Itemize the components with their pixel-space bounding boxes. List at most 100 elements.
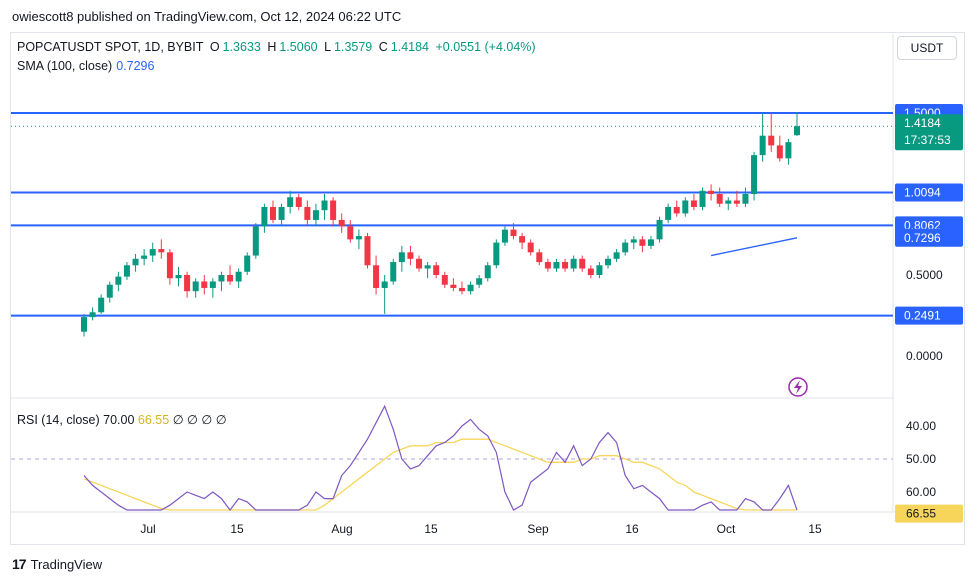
candle-body-78: [751, 155, 758, 194]
price-tag-label-5: 0.2491: [904, 309, 941, 323]
candle-body-63: [622, 242, 629, 253]
price-tag-bg-2: [895, 183, 963, 202]
candle-body-54: [544, 262, 551, 269]
candle-body-25: [295, 197, 302, 207]
tv-brand-label: TradingView: [30, 556, 103, 572]
candle-body-66: [647, 239, 654, 246]
rsi-tag-bg: [895, 504, 963, 523]
candle-body-23: [278, 206, 285, 220]
price-tag-bg-1: [895, 114, 963, 151]
candle-body-51: [519, 236, 526, 243]
x-tick-label-7: 15: [808, 522, 822, 536]
candle-body-16: [218, 275, 225, 282]
rsi-axis-label-2: 50.00: [906, 452, 936, 466]
rsi-value-1: 70.00: [103, 413, 135, 427]
candle-body-82: [785, 142, 792, 159]
alert-bolt-icon: [794, 380, 802, 394]
price-axis-label-2: 0.0000: [906, 349, 943, 363]
price-tag-label-4: 0.7296: [904, 231, 941, 245]
tradingview-logo[interactable]: 17 TradingView: [12, 556, 102, 572]
candle-body-64: [630, 239, 637, 243]
sma-line: [710, 237, 798, 257]
high-value: 1.5060: [279, 40, 318, 54]
tv-logo-icon: 17: [12, 556, 27, 572]
candle-body-73: [708, 190, 715, 194]
candle-body-49: [501, 229, 508, 243]
low-value: 1.3579: [334, 40, 373, 54]
sma-label: SMA (100, close): [17, 59, 113, 73]
currency-button[interactable]: USDT: [897, 36, 957, 60]
x-tick-label-5: 16: [625, 522, 639, 536]
candle-body-13: [192, 281, 199, 292]
price-tag-sub-1: 17:37:53: [904, 133, 951, 147]
candle-body-72: [699, 190, 706, 207]
candle-body-61: [605, 258, 612, 266]
candle-body-71: [690, 200, 697, 207]
candle-body-62: [613, 252, 620, 259]
candle-body-52: [527, 242, 534, 253]
candle-body-27: [312, 210, 319, 220]
price-tag-bg-5: [895, 306, 963, 325]
x-tick-label-1: 15: [230, 522, 244, 536]
candle-body-29: [330, 200, 337, 220]
candle-body-24: [287, 197, 294, 207]
price-tag-bg-4: [895, 228, 963, 247]
candle-body-31: [347, 226, 354, 240]
candle-body-81: [776, 145, 783, 159]
candle-body-32: [355, 236, 362, 240]
rsi-tag-label: 66.55: [906, 507, 936, 521]
candle-body-26: [304, 206, 311, 220]
candle-body-4: [115, 276, 122, 285]
symbol-legend: POPCATUSDT SPOT, 1D, BYBIT O 1.3633 H 1.50…: [17, 40, 539, 54]
rsi-legend[interactable]: RSI (14, close) 70.00 66.55 ∅ ∅ ∅ ∅: [17, 412, 227, 427]
sma-legend[interactable]: SMA (100, close) 0.7296: [17, 59, 154, 73]
candle-body-68: [665, 206, 672, 220]
x-tick-label-4: Sep: [527, 522, 549, 536]
candle-body-28: [321, 200, 328, 211]
symbol-name[interactable]: POPCATUSDT SPOT, 1D, BYBIT: [17, 40, 204, 54]
candle-body-75: [725, 200, 732, 204]
close-value: 1.4184: [390, 40, 430, 54]
change-value: +0.0551 (+4.04%): [435, 40, 536, 54]
x-tick-label-0: Jul: [140, 522, 155, 536]
candle-body-8: [149, 249, 156, 256]
candle-body-60: [596, 265, 603, 275]
chart-frame[interactable]: [10, 32, 965, 545]
rsi-ma-line: [83, 438, 797, 511]
candle-body-39: [416, 258, 423, 269]
candle-body-58: [579, 258, 586, 269]
close-label: C: [378, 40, 388, 54]
candle-body-35: [381, 281, 388, 288]
candle-body-56: [562, 262, 569, 269]
candle-body-67: [656, 219, 663, 240]
candle-body-10: [166, 252, 173, 279]
candle-body-69: [673, 206, 680, 214]
candle-body-33: [364, 236, 371, 266]
sma-value: 0.7296: [116, 59, 155, 73]
candle-body-34: [373, 265, 380, 288]
high-label: H: [267, 40, 277, 54]
candle-body-12: [184, 275, 191, 292]
x-tick-label-2: Aug: [331, 522, 352, 536]
publisher-caption: owiescott8 published on TradingView.com,…: [12, 9, 402, 24]
rsi-line: [83, 404, 798, 511]
candle-body-41: [433, 265, 440, 275]
open-value: 1.3633: [222, 40, 261, 54]
candle-body-79: [759, 135, 766, 156]
candle-body-59: [587, 268, 594, 275]
candle-body-80: [768, 135, 775, 146]
candle-body-30: [338, 219, 345, 227]
candle-body-7: [141, 255, 148, 259]
candle-body-18: [235, 271, 242, 282]
candle-body-9: [158, 249, 165, 253]
candle-body-21: [261, 206, 268, 227]
candle-body-48: [493, 242, 500, 266]
rsi-axis-label-3: 40.00: [906, 419, 936, 433]
candle-body-0: [81, 317, 87, 332]
x-tick-label-6: Oct: [717, 522, 736, 536]
candle-body-45: [467, 284, 474, 292]
candle-body-3: [106, 284, 113, 298]
candle-body-42: [441, 275, 448, 285]
candle-body-83: [794, 126, 800, 136]
